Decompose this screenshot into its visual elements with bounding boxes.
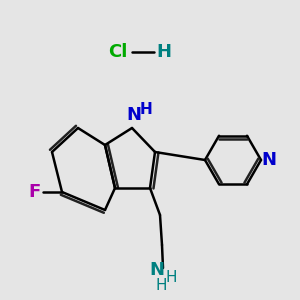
Text: H: H — [157, 43, 172, 61]
Text: H: H — [165, 269, 177, 284]
Text: H: H — [140, 101, 152, 116]
Text: N: N — [262, 151, 277, 169]
Text: N: N — [127, 106, 142, 124]
Text: N: N — [149, 261, 164, 279]
Text: Cl: Cl — [108, 43, 128, 61]
Text: F: F — [29, 183, 41, 201]
Text: H: H — [155, 278, 167, 292]
